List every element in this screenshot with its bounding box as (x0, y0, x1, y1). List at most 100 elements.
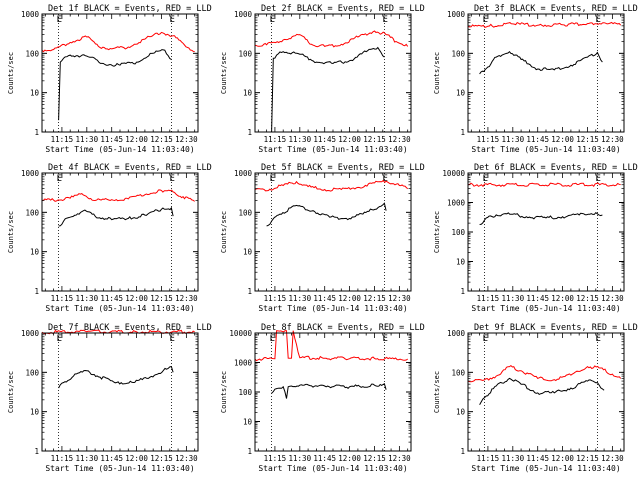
y-tick-label: 1 (247, 128, 252, 137)
y-tick-label: 1000 (234, 10, 253, 19)
x-axis-label: Start Time (05-Jun-14 11:03:40) (471, 145, 620, 154)
x-tick-label: 12:15 (363, 135, 386, 144)
y-tick-label: 1 (247, 287, 252, 296)
x-tick-label: 12:00 (551, 454, 574, 463)
y-tick-label: 1 (460, 128, 465, 137)
y-tick-label: 1000 (21, 329, 40, 338)
x-tick-label: 11:45 (526, 135, 549, 144)
x-axis-label: Start Time (05-Jun-14 11:03:40) (45, 464, 194, 473)
events-series-line (271, 46, 385, 133)
x-tick-label: 12:15 (150, 294, 173, 303)
y-tick-label: 100 (238, 208, 252, 217)
x-tick-label: 12:15 (576, 454, 599, 463)
y-tick-label: 1 (34, 287, 39, 296)
x-tick-label: 11:30 (289, 294, 312, 303)
y-axis-label: Counts/sec (220, 211, 228, 253)
panel-title: Det 2f BLACK = Events, RED = LLD (261, 4, 425, 14)
plot-frame (254, 13, 412, 133)
plot-frame (41, 172, 199, 292)
lld-series-line (467, 364, 622, 383)
x-tick-label: 12:00 (338, 454, 361, 463)
y-tick-label: 1 (34, 128, 39, 137)
x-tick-label: 11:15 (477, 135, 500, 144)
y-tick-label: 10 (243, 89, 253, 98)
lld-series-line (254, 179, 409, 192)
y-tick-label: 100 (451, 49, 465, 58)
event-marker-label: E (595, 334, 600, 344)
y-axis-label: Counts/sec (7, 52, 15, 94)
x-tick-label: 12:30 (175, 454, 198, 463)
y-tick-label: 100 (238, 49, 252, 58)
panel-title: Det 6f BLACK = Events, RED = LLD (474, 163, 638, 173)
y-axis-label: Counts/sec (433, 211, 441, 253)
event-marker-label: E (169, 174, 174, 184)
x-tick-label: 12:30 (388, 294, 411, 303)
panel-title: Det 9f BLACK = Events, RED = LLD (474, 323, 638, 333)
panel-title: Det 8f BLACK = Events, RED = LLD (261, 323, 425, 333)
y-tick-label: 1000 (447, 10, 466, 19)
lld-series-line (41, 31, 195, 53)
x-tick-label: 11:15 (264, 454, 287, 463)
events-series-line (479, 377, 605, 405)
x-axis-label: Start Time (05-Jun-14 11:03:40) (258, 145, 407, 154)
x-axis-label: Start Time (05-Jun-14 11:03:40) (45, 304, 194, 313)
y-tick-label: 10 (456, 408, 466, 417)
x-tick-label: 12:30 (175, 294, 198, 303)
x-tick-label: 12:30 (175, 135, 198, 144)
x-tick-label: 11:30 (76, 454, 99, 463)
y-tick-label: 100 (25, 208, 39, 217)
event-marker-label: E (169, 334, 174, 344)
y-tick-label: 100 (25, 368, 39, 377)
y-tick-label: 10 (456, 258, 466, 267)
event-marker-label: E (57, 15, 62, 25)
event-marker-label: E (57, 174, 62, 184)
events-series-line (479, 212, 603, 225)
lld-series-line (41, 189, 195, 202)
x-tick-label: 12:30 (601, 135, 624, 144)
x-tick-label: 12:00 (125, 294, 148, 303)
y-tick-label: 1000 (234, 359, 253, 368)
lld-series-line (254, 330, 408, 362)
y-axis-label: Counts/sec (220, 371, 228, 413)
plot-frame (254, 172, 412, 292)
x-tick-label: 11:15 (264, 135, 287, 144)
x-tick-label: 11:30 (502, 294, 525, 303)
y-tick-label: 1 (460, 447, 465, 456)
y-tick-label: 1 (460, 287, 465, 296)
x-tick-label: 11:45 (313, 294, 336, 303)
x-tick-label: 12:15 (576, 294, 599, 303)
plot-frame (41, 332, 199, 452)
event-marker-label: E (595, 15, 600, 25)
y-axis-label: Counts/sec (433, 52, 441, 94)
x-tick-label: 11:45 (100, 294, 123, 303)
x-tick-label: 11:45 (100, 454, 123, 463)
x-tick-label: 11:45 (313, 135, 336, 144)
y-tick-label: 10 (243, 248, 253, 257)
x-tick-label: 12:00 (125, 135, 148, 144)
events-series-line (266, 202, 387, 227)
x-tick-label: 12:00 (338, 135, 361, 144)
x-tick-label: 12:30 (388, 135, 411, 144)
y-tick-label: 100 (238, 388, 252, 397)
x-tick-label: 12:15 (363, 454, 386, 463)
y-tick-label: 1000 (21, 169, 40, 178)
y-axis-label: Counts/sec (433, 371, 441, 413)
y-tick-label: 1 (247, 447, 252, 456)
plot-frame (41, 13, 199, 133)
y-tick-label: 10000 (442, 169, 465, 178)
x-axis-label: Start Time (05-Jun-14 11:03:40) (471, 464, 620, 473)
x-tick-label: 12:15 (576, 135, 599, 144)
events-series-line (479, 50, 603, 75)
x-tick-label: 12:00 (551, 135, 574, 144)
panel-title: Det 5f BLACK = Events, RED = LLD (261, 163, 425, 173)
x-tick-label: 12:15 (363, 294, 386, 303)
x-tick-label: 11:30 (502, 454, 525, 463)
x-axis-label: Start Time (05-Jun-14 11:03:40) (45, 145, 194, 154)
x-axis-label: Start Time (05-Jun-14 11:03:40) (471, 304, 620, 313)
plot-frame (254, 332, 412, 452)
